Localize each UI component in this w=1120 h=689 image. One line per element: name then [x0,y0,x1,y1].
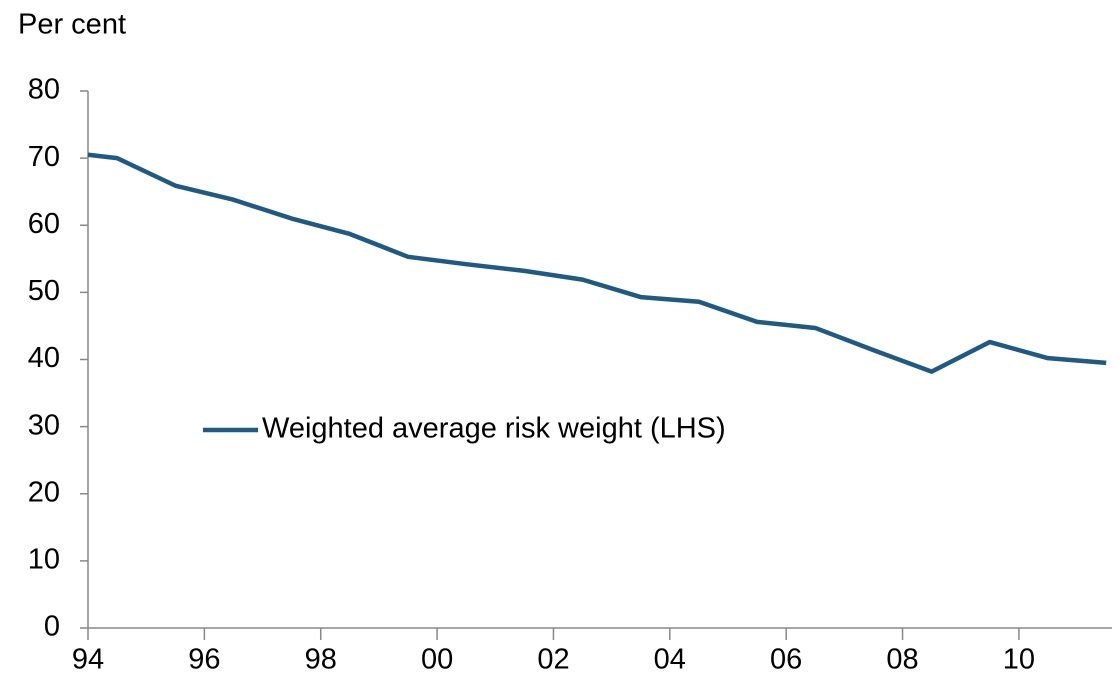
legend-label: Weighted average risk weight (LHS) [262,413,726,445]
x-tick-label: 98 [305,644,337,676]
x-tick-label: 06 [770,644,802,676]
x-tick-label: 00 [421,644,453,676]
x-tick-label: 96 [188,644,220,676]
x-tick-label: 10 [1003,644,1035,676]
y-tick-label: 0 [44,611,60,643]
y-tick-label: 40 [28,342,60,374]
y-tick-label: 20 [28,476,60,508]
y-tick-label: 50 [28,275,60,307]
x-tick-label: 08 [886,644,918,676]
y-tick-label: 70 [28,141,60,173]
x-tick-label: 02 [537,644,569,676]
x-tick-label: 04 [654,644,686,676]
line [87,152,1107,374]
y-tick-label: 30 [28,409,60,441]
x-tick-label: 94 [72,644,104,676]
y-tick-label: 60 [28,208,60,240]
y-tick-label: 80 [28,74,60,106]
y-axis-label: Per cent [18,9,126,41]
y-tick-label: 10 [28,544,60,576]
